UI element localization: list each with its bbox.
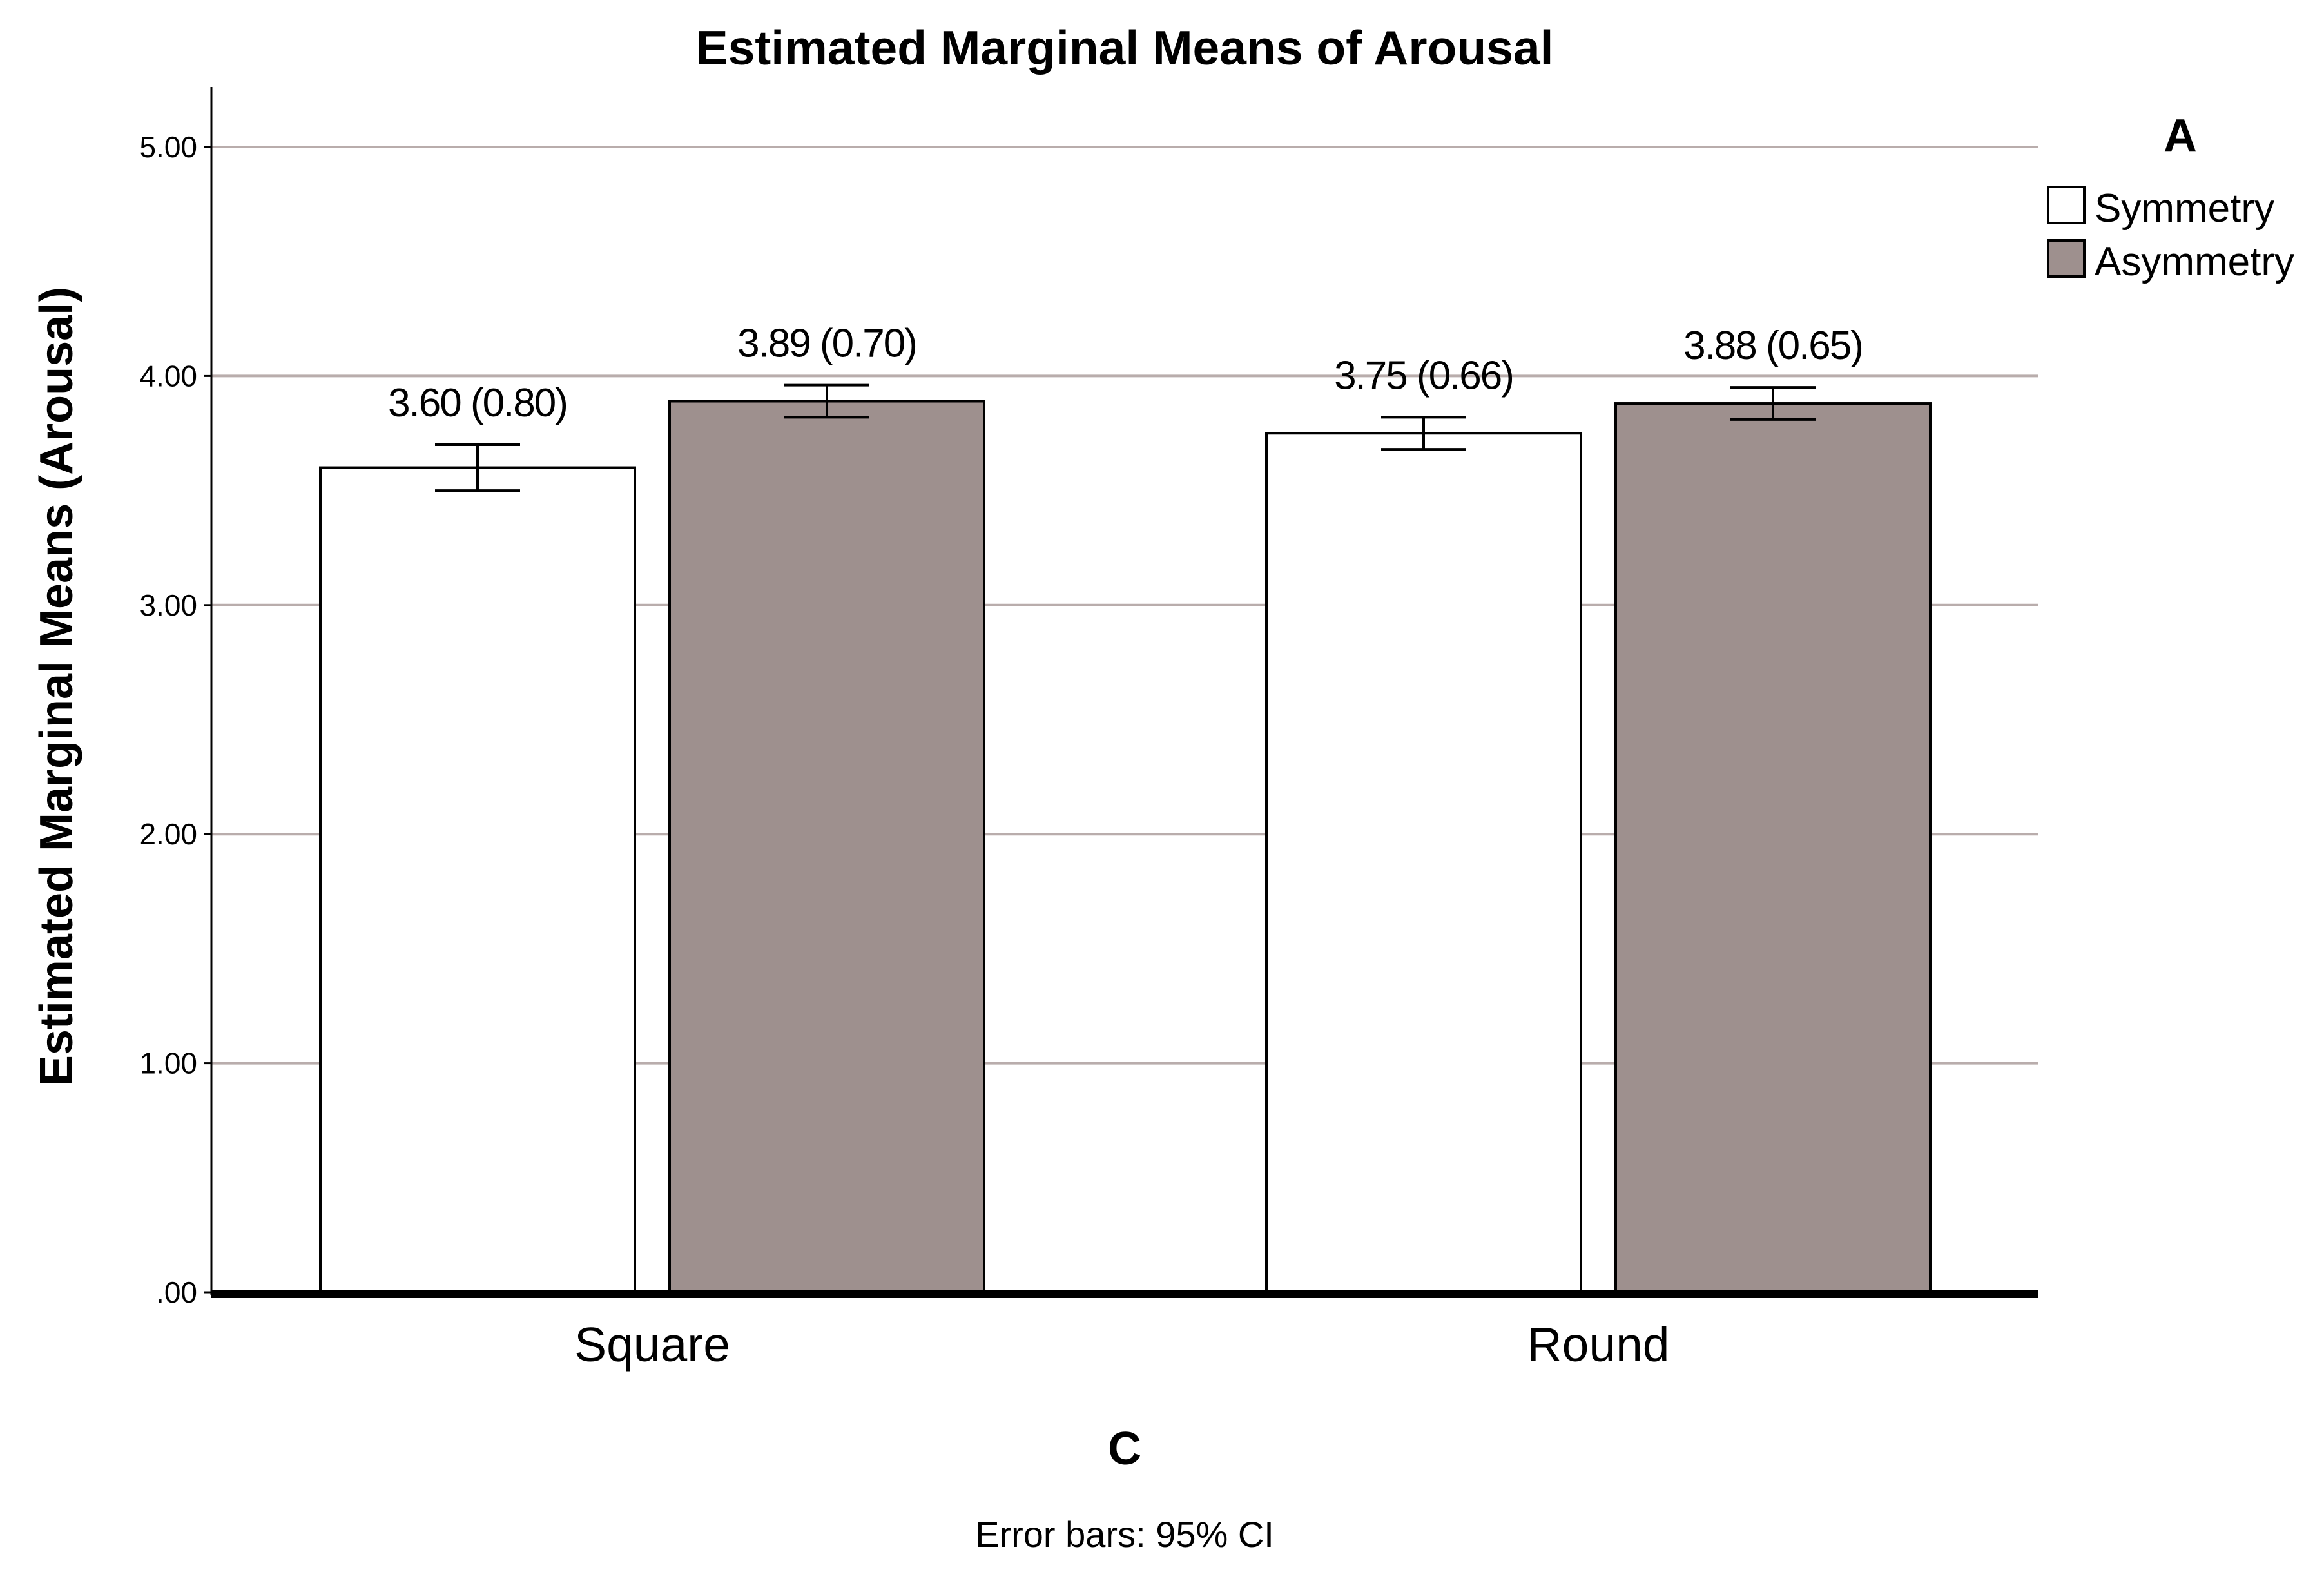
bar-symmetry-square — [319, 466, 636, 1294]
legend-swatch-asymmetry — [2047, 239, 2086, 278]
y-axis-ticks: .00 1.00 2.00 3.00 4.00 5.00 — [139, 130, 211, 1309]
bar-asymmetry-round — [1614, 402, 1932, 1294]
x-tick-label-round: Round — [1527, 1317, 1669, 1372]
chart-title: Estimated Marginal Means of Arousal — [696, 21, 1554, 75]
legend-title: A — [2164, 110, 2197, 162]
y-tick-label: .00 — [156, 1276, 197, 1309]
y-tick-label: 5.00 — [139, 130, 197, 164]
error-bar-symmetry-round — [1381, 416, 1466, 451]
error-bar-asymmetry-square — [784, 383, 869, 419]
error-bar-asymmetry-round — [1730, 386, 1816, 421]
legend-label-asymmetry: Asymmetry — [2095, 240, 2294, 284]
bars — [319, 400, 1932, 1294]
data-label: 3.89 (0.70) — [737, 322, 916, 366]
y-tick-label: 1.00 — [139, 1047, 197, 1080]
bar-asymmetry-square — [668, 400, 985, 1294]
data-label: 3.75 (0.66) — [1334, 353, 1513, 398]
y-tick-label: 3.00 — [139, 588, 197, 622]
error-bars — [435, 383, 1816, 492]
y-tick-label: 2.00 — [139, 817, 197, 851]
legend-label-symmetry: Symmetry — [2095, 186, 2274, 231]
y-axis-label: Estimated Marginal Means (Arousal) — [31, 287, 82, 1086]
error-bar-symmetry-square — [435, 443, 520, 492]
bar-symmetry-round — [1265, 432, 1582, 1294]
legend-swatch-symmetry — [2047, 186, 2086, 224]
error-bar-footnote: Error bars: 95% CI — [975, 1514, 1274, 1555]
x-tick-label-square: Square — [574, 1317, 730, 1372]
x-axis-label: C — [1108, 1423, 1141, 1475]
y-tick-label: 4.00 — [139, 359, 197, 393]
x-axis-ticks: Square Round — [574, 1317, 1669, 1372]
data-label: 3.88 (0.65) — [1683, 324, 1863, 368]
data-label: 3.60 (0.80) — [388, 381, 567, 425]
data-labels: 3.60 (0.80) 3.89 (0.70) 3.75 (0.66) 3.88 (0… — [388, 322, 1864, 425]
legend: A Symmetry Asymmetry — [2047, 110, 2294, 284]
